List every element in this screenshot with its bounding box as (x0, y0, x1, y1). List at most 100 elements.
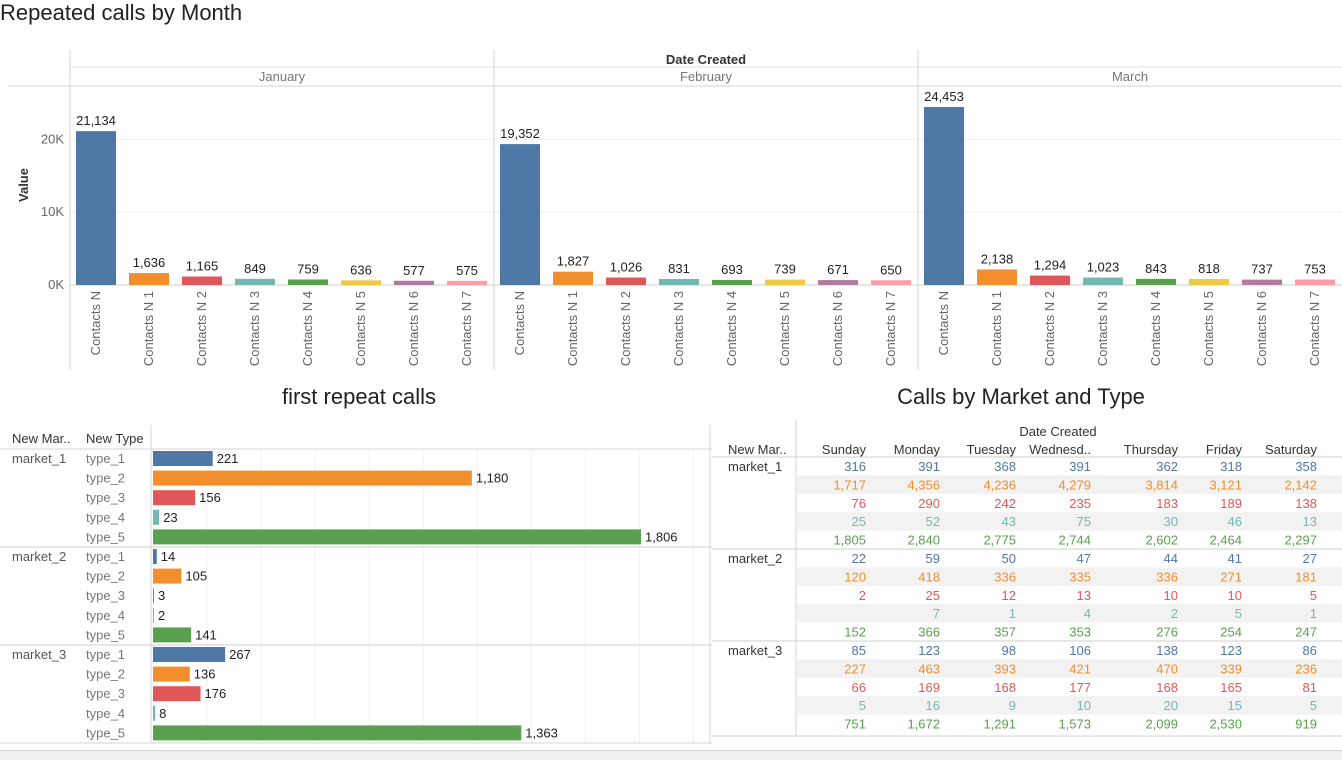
table-cell: 2 (1171, 606, 1178, 621)
table-cell: 362 (1156, 459, 1178, 474)
hbar-market_3-type_1 (153, 647, 226, 662)
column-header: Sunday (822, 442, 867, 457)
x-tick-label: Contacts N 7 (459, 291, 474, 366)
table-cell: 1,805 (833, 533, 866, 548)
table-cell: 470 (1156, 661, 1178, 676)
x-tick-label: Contacts N 3 (247, 291, 262, 366)
table-cell: 318 (1220, 459, 1242, 474)
x-tick-label: Contacts N 2 (194, 291, 209, 366)
table-cell: 339 (1220, 661, 1242, 676)
bar-january-4 (235, 278, 275, 285)
bar-february-5 (712, 279, 752, 285)
type-label: type_3 (86, 588, 125, 603)
market-label: market_1 (12, 451, 66, 466)
x-tick-label: Contacts N 1 (565, 291, 580, 366)
bar-february-6 (765, 279, 805, 285)
x-tick-label: Contacts N (936, 291, 951, 355)
table-cell: 4,356 (907, 477, 940, 492)
type-label: type_5 (86, 725, 125, 740)
column-header: Tuesday (967, 442, 1017, 457)
table-cell: 13 (1077, 588, 1091, 603)
table-cell: 27 (1303, 551, 1317, 566)
bar-february-8 (871, 280, 911, 285)
bar-january-6 (341, 280, 381, 285)
table-cell: 138 (1156, 643, 1178, 658)
market-label: market_3 (728, 643, 782, 658)
table-cell: 3,814 (1145, 477, 1178, 492)
table-cell: 1,717 (833, 477, 866, 492)
bar-value-label: 1,827 (557, 254, 590, 269)
bar-value-label: 737 (1251, 262, 1273, 277)
table-cell: 4,236 (983, 477, 1016, 492)
hbar-value-label: 1,806 (645, 529, 678, 544)
table-cell: 1,672 (907, 717, 940, 732)
row-band (797, 659, 1342, 678)
bar-value-label: 843 (1145, 261, 1167, 276)
first-repeat-calls-chart: New Mar.. New Type market_1 type_1 221 type_2… (0, 425, 712, 744)
monthly-bar-chart: Date Created 0K 10K 20K Value January 21,134 Co… (8, 50, 1342, 370)
bar-value-label: 1,636 (133, 255, 166, 270)
x-tick-label: Contacts N 4 (724, 291, 739, 366)
type-label: type_4 (86, 510, 125, 525)
table-cell: 368 (994, 459, 1016, 474)
table-cell: 123 (1220, 643, 1242, 658)
table-cell: 2,840 (907, 533, 940, 548)
type-label: type_3 (86, 490, 125, 505)
hbar-value-label: 1,180 (476, 471, 509, 486)
table-cell: 5 (859, 698, 866, 713)
bar-value-label: 2,138 (981, 251, 1014, 266)
table-cell: 30 (1164, 514, 1178, 529)
type-label: type_3 (86, 686, 125, 701)
hbar-value-label: 105 (185, 569, 207, 584)
table-cell: 4 (1084, 606, 1091, 621)
x-tick-label: Contacts N 3 (671, 291, 686, 366)
table-cell: 10 (1228, 588, 1242, 603)
hbar-value-label: 2 (158, 608, 165, 623)
bar-january-7 (394, 280, 434, 285)
bar-march-3 (1030, 275, 1070, 285)
table-cell: 16 (926, 698, 940, 713)
table-cell: 463 (918, 661, 940, 676)
bar-february-1 (500, 144, 540, 285)
table-cell: 183 (1156, 496, 1178, 511)
x-tick-label: Contacts N 2 (1042, 291, 1057, 366)
panel-label-january: January (259, 69, 306, 84)
hbar-market_3-type_5 (153, 725, 522, 741)
x-tick-label: Contacts N 6 (406, 291, 421, 366)
table-cell: 15 (1228, 698, 1242, 713)
row-band (797, 567, 1342, 586)
y-axis-label: Value (16, 168, 31, 202)
hbar-market_2-type_1 (153, 549, 157, 564)
hbar-value-label: 136 (194, 667, 216, 682)
table-cell: 106 (1069, 643, 1091, 658)
hbar-market_3-type_2 (153, 666, 190, 682)
x-tick-label: Contacts N 5 (1201, 291, 1216, 366)
hbar-value-label: 23 (163, 510, 177, 525)
table-cell: 2,530 (1209, 717, 1242, 732)
type-label: type_4 (86, 706, 125, 721)
bar-march-2 (977, 269, 1017, 285)
table-cell: 9 (1009, 698, 1016, 713)
row-band (797, 475, 1342, 494)
bar-value-label: 1,026 (610, 260, 643, 275)
hbar-value-label: 141 (195, 627, 217, 642)
bar-value-label: 1,023 (1087, 260, 1120, 275)
x-tick-label: Contacts N 4 (1148, 291, 1163, 366)
table-cell: 86 (1303, 643, 1317, 658)
type-label: type_1 (86, 647, 125, 662)
hbar-market_3-type_3 (153, 686, 201, 702)
table-cell: 5 (1235, 606, 1242, 621)
bar-value-label: 753 (1304, 262, 1326, 277)
table-cell: 25 (926, 588, 940, 603)
table-cell: 2,142 (1284, 477, 1317, 492)
y-tick-label: 10K (41, 204, 64, 219)
x-tick-label: Contacts N 6 (830, 291, 845, 366)
table-cell: 168 (994, 680, 1016, 695)
bar-value-label: 1,294 (1034, 258, 1067, 273)
table-cell: 919 (1295, 717, 1317, 732)
bar-january-8 (447, 280, 487, 285)
table-cell: 165 (1220, 680, 1242, 695)
bar-february-3 (606, 277, 646, 285)
table-cell: 59 (926, 551, 940, 566)
hbar-value-label: 1,363 (525, 725, 558, 740)
